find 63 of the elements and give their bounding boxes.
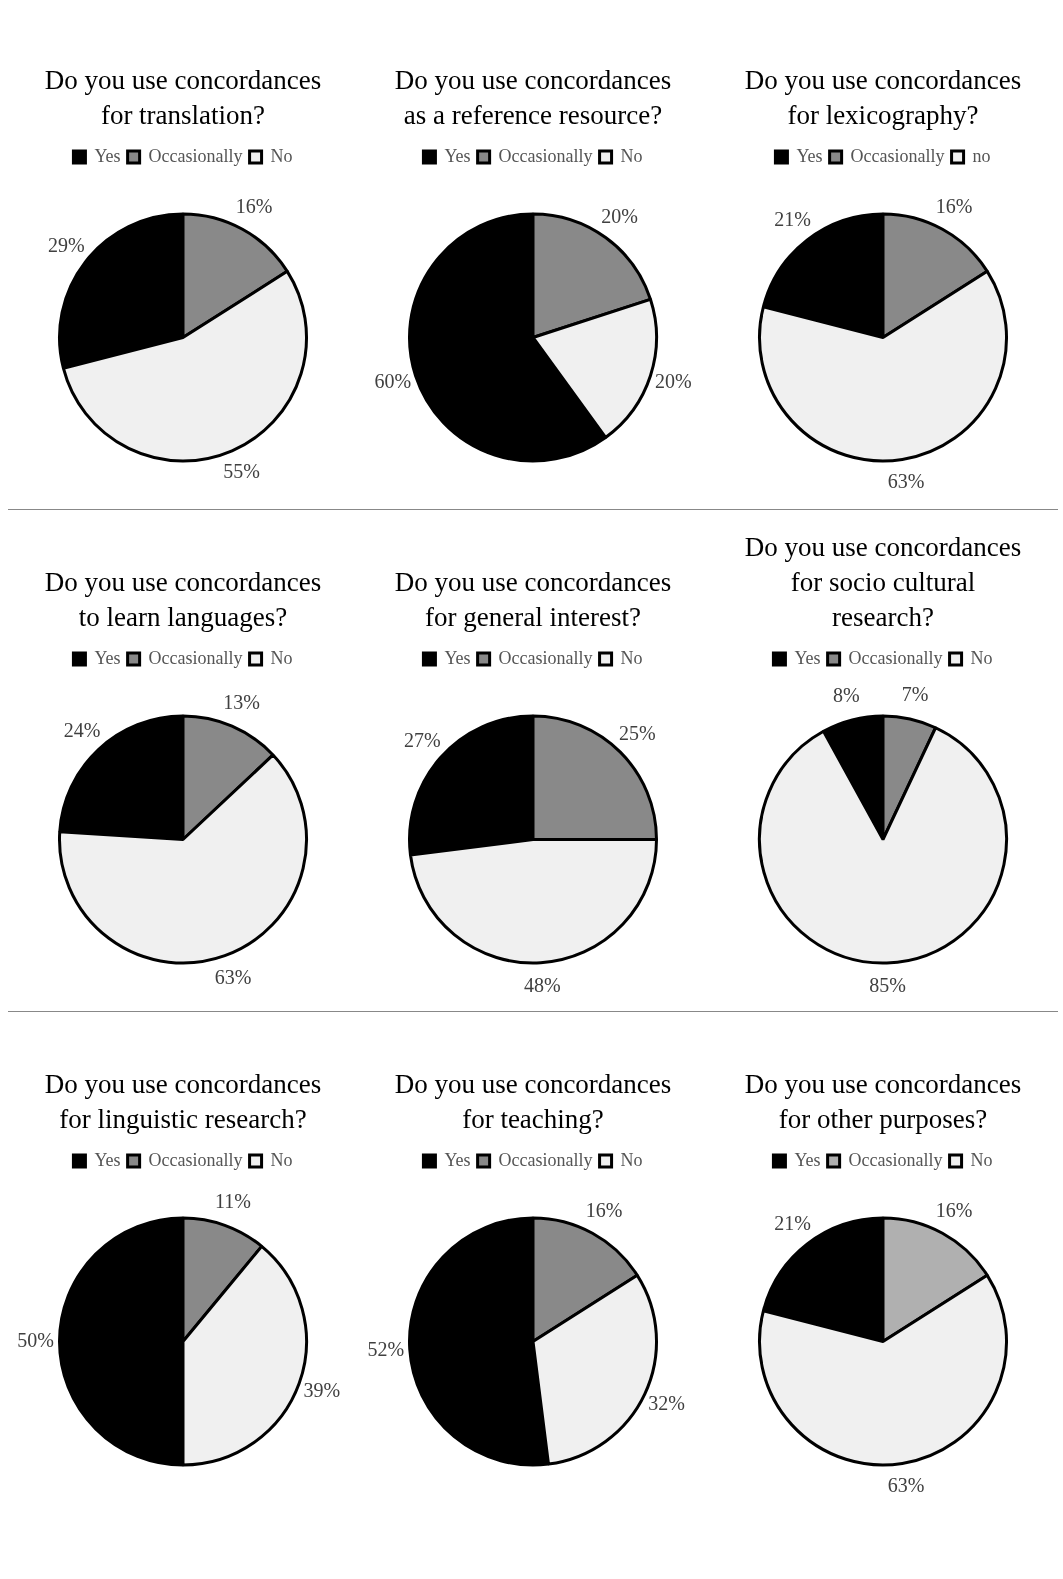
data-label: 25%	[618, 722, 656, 745]
data-label: 60%	[374, 370, 412, 393]
data-label: 8%	[832, 683, 860, 706]
data-label: 11%	[215, 1189, 251, 1212]
legend-label: No	[620, 647, 643, 668]
legend-label: Yes	[794, 647, 821, 668]
legend-label: Yes	[444, 145, 471, 166]
legend-label: Occasionally	[148, 1149, 243, 1170]
data-label: 21%	[774, 208, 811, 231]
data-label: 63%	[214, 965, 252, 988]
data-label: 20%	[654, 370, 692, 393]
data-label: 20%	[601, 205, 639, 228]
legend-label: Yes	[94, 1149, 121, 1170]
data-label: 16%	[235, 195, 273, 218]
data-label: 21%	[774, 1212, 811, 1235]
chart-title: Do you use concordances for socio cultural research?	[743, 531, 1023, 634]
chart-title: Do you use concordances for teaching?	[393, 1068, 673, 1136]
legend-label: Yes	[444, 1149, 471, 1170]
legend-label: Yes	[794, 1149, 821, 1170]
legend-label: No	[970, 647, 993, 668]
data-label: 63%	[887, 470, 925, 493]
data-label: 16%	[935, 1199, 973, 1222]
legend-label: Occasionally	[148, 647, 243, 668]
legend-label: No	[270, 145, 293, 166]
data-label: 24%	[63, 719, 101, 742]
legend-label: Occasionally	[850, 145, 945, 166]
legend-label: Occasionally	[148, 145, 243, 166]
data-label: 55%	[223, 460, 260, 483]
legend-label: Occasionally	[848, 1149, 943, 1170]
data-label: 13%	[223, 691, 260, 714]
chart-title: Do you use concordances for linguistic research?	[43, 1068, 323, 1136]
legend-label: Occasionally	[498, 647, 593, 668]
chart-title: Do you use concordances to learn languages?	[43, 566, 323, 634]
data-label: 32%	[648, 1391, 685, 1414]
legend-label: No	[620, 145, 643, 166]
legend-label: No	[270, 1149, 293, 1170]
data-label: 16%	[935, 195, 973, 218]
legend-label: Occasionally	[498, 145, 593, 166]
legend-label: no	[972, 145, 991, 166]
chart-title: Do you use concordances for general interest?	[393, 566, 673, 634]
legend-label: Occasionally	[848, 647, 943, 668]
data-label: 39%	[303, 1378, 341, 1401]
data-label: 7%	[901, 682, 929, 705]
data-label: 29%	[48, 234, 85, 257]
legend-label: No	[970, 1149, 993, 1170]
data-label: 27%	[404, 729, 441, 752]
legend-label: Yes	[796, 145, 823, 166]
legend-label: Yes	[444, 647, 471, 668]
legend-label: No	[620, 1149, 643, 1170]
data-label: 85%	[869, 974, 906, 997]
chart-title: Do you use concordances as a reference resource?	[393, 64, 673, 132]
legend-label: No	[270, 647, 293, 668]
data-label: 50%	[17, 1328, 54, 1351]
legend-label: Occasionally	[498, 1149, 593, 1170]
chart-title: Do you use concordances for other purposes?	[743, 1068, 1023, 1136]
chart-title: Do you use concordances for translation?	[43, 64, 323, 132]
data-label: 16%	[585, 1199, 623, 1222]
data-label: 63%	[887, 1474, 925, 1497]
legend-label: Yes	[94, 145, 121, 166]
data-label: 52%	[367, 1338, 405, 1361]
legend-label: Yes	[94, 647, 121, 668]
data-label: 48%	[523, 973, 561, 996]
chart-title: Do you use concordances for lexicography?	[743, 64, 1023, 132]
